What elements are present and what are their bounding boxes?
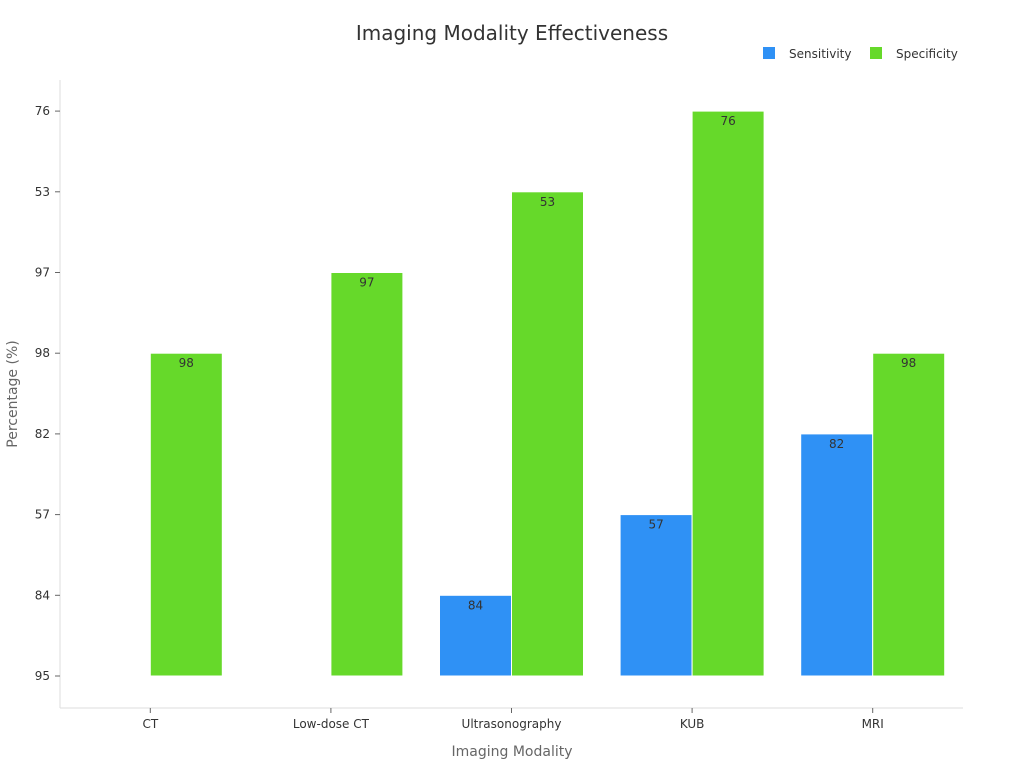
data-label: 53 [540,195,555,209]
bar-sensitivity-kub [619,514,693,677]
bars [149,110,946,677]
legend-swatch-sensitivity [763,47,775,59]
x-axis-ticks: CT Low-dose CT Ultrasonography KUB MRI [142,708,884,731]
y-tick-label: 98 [35,346,50,360]
bar-sensitivity-mri [800,433,874,677]
data-label: 82 [829,437,844,451]
bar-labels: 84 57 82 98 97 53 76 98 [179,114,917,612]
x-tick-label: Ultrasonography [462,717,562,731]
y-tick-label: 76 [35,104,50,118]
y-tick-label: 53 [35,185,50,199]
y-tick-label: 84 [35,588,50,602]
x-tick-label: MRI [862,717,884,731]
data-label: 98 [179,356,194,370]
x-tick-label: CT [142,717,158,731]
x-axis-label: Imaging Modality [452,744,573,760]
y-tick-label: 82 [35,427,50,441]
legend: Sensitivity Specificity [763,47,958,61]
bar-sensitivity-ultrasonography [439,594,512,677]
x-tick-label: Low-dose CT [293,717,370,731]
y-tick-label: 95 [35,669,50,683]
x-tick-label: KUB [680,717,705,731]
legend-swatch-specificity [870,47,882,59]
bar-specificity-ct [149,352,223,677]
y-axis-label: Percentage (%) [5,340,21,447]
bar-specificity-kub [691,110,765,677]
y-tick-label: 97 [35,266,50,280]
legend-label-specificity: Specificity [896,47,958,61]
bar-specificity-low-dose-ct [330,272,404,677]
bar-specificity-ultrasonography [511,191,584,677]
bar-specificity-mri [872,352,946,677]
data-label: 76 [720,114,735,128]
data-label: 57 [648,518,663,532]
chart-title: Imaging Modality Effectiveness [356,21,668,45]
y-tick-label: 57 [35,508,50,522]
data-label: 84 [468,598,483,612]
data-label: 97 [359,276,374,290]
legend-label-sensitivity: Sensitivity [789,47,851,61]
y-axis-ticks: 95 84 57 82 98 97 53 76 [35,104,60,683]
data-label: 98 [901,356,916,370]
